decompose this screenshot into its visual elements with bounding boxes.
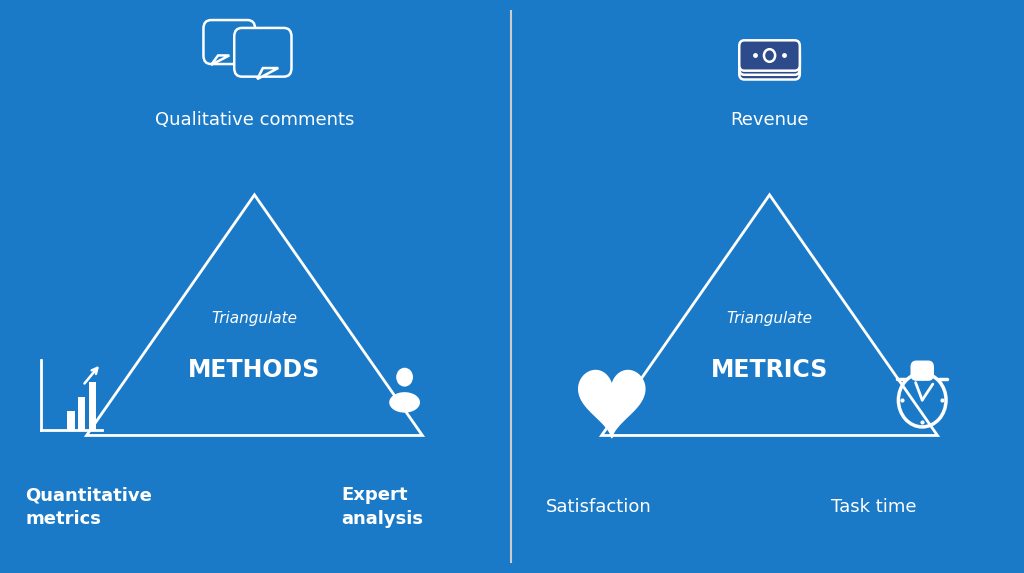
Ellipse shape (389, 392, 420, 413)
Bar (68, 411, 75, 430)
Text: Satisfaction: Satisfaction (546, 498, 651, 516)
FancyBboxPatch shape (234, 28, 292, 77)
Text: Triangulate: Triangulate (212, 311, 297, 325)
Polygon shape (257, 68, 279, 79)
FancyBboxPatch shape (739, 49, 800, 80)
Text: METHODS: METHODS (188, 358, 321, 382)
Text: Revenue: Revenue (730, 111, 809, 129)
Text: Qualitative comments: Qualitative comments (155, 111, 354, 129)
Text: Quantitative
metrics: Quantitative metrics (26, 486, 153, 528)
Bar (89, 383, 96, 430)
Text: Task time: Task time (830, 498, 916, 516)
Polygon shape (211, 56, 229, 65)
Text: METRICS: METRICS (711, 358, 828, 382)
Circle shape (396, 368, 413, 387)
Text: Triangulate: Triangulate (727, 311, 812, 325)
FancyBboxPatch shape (739, 40, 800, 70)
Polygon shape (579, 371, 645, 438)
Text: Expert
analysis: Expert analysis (341, 486, 423, 528)
Bar (78, 397, 85, 430)
FancyBboxPatch shape (204, 20, 255, 64)
FancyBboxPatch shape (911, 361, 933, 380)
Circle shape (764, 49, 775, 62)
FancyBboxPatch shape (739, 45, 800, 75)
